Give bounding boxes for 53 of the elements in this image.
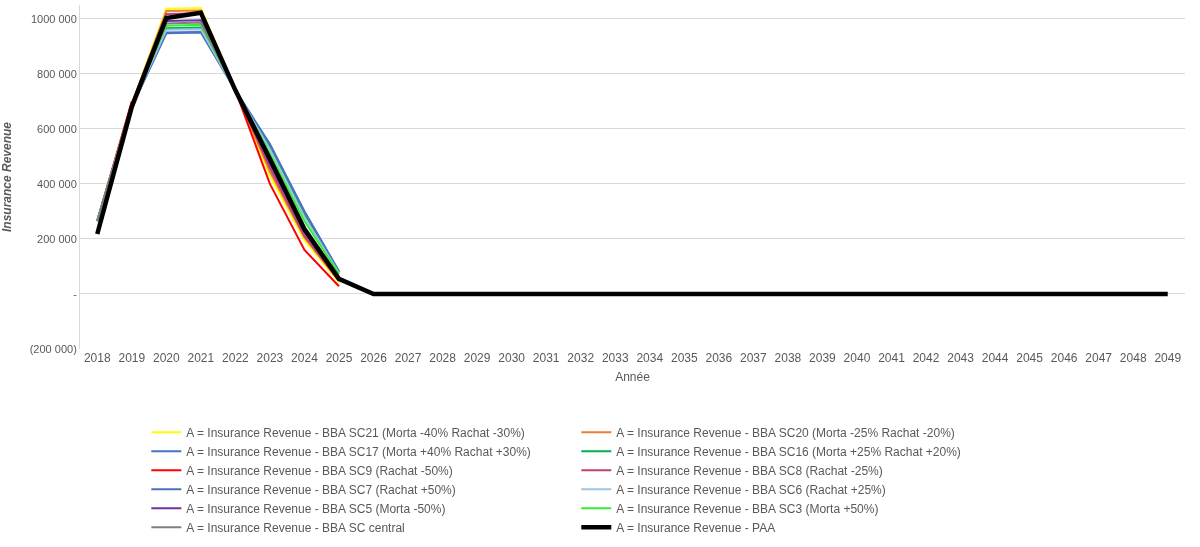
y-tick-label: 800 000 <box>37 67 77 80</box>
x-tick-label: 2027 <box>394 351 422 365</box>
x-tick-label: 2035 <box>670 351 698 365</box>
x-tick-label: 2028 <box>429 351 457 365</box>
x-tick-label: 2031 <box>532 351 560 365</box>
legend-label: A = Insurance Revenue - BBA SC16 (Morta +25% Rachat +20%) <box>616 444 961 459</box>
x-tick-label: 2021 <box>187 351 215 365</box>
x-tick-label: 2036 <box>705 351 733 365</box>
x-tick-label: 2042 <box>912 351 940 365</box>
x-tick-label: 2043 <box>947 351 975 365</box>
legend-label: A = Insurance Revenue - BBA SC7 (Rachat +50%) <box>186 482 456 497</box>
x-tick-label: 2037 <box>740 351 768 365</box>
x-tick-label: 2045 <box>1016 351 1044 365</box>
x-tick-label: 2019 <box>118 351 146 365</box>
x-tick-label: 2038 <box>774 351 802 365</box>
legend-label: A = Insurance Revenue - BBA SC5 (Morta -50%) <box>186 501 446 516</box>
x-tick-label: 2018 <box>83 351 111 365</box>
y-axis-title: Insurance Revenue <box>0 121 15 233</box>
x-tick-label: 2046 <box>1050 351 1078 365</box>
legend-label: A = Insurance Revenue - BBA SC21 (Morta -40% Rachat -30%) <box>186 425 525 440</box>
x-tick-label: 2023 <box>256 351 284 365</box>
legend-label: A = Insurance Revenue - BBA SC20 (Morta -25% Rachat -20%) <box>616 425 955 440</box>
x-tick-label: 2033 <box>601 351 629 365</box>
x-tick-label: 2049 <box>1154 351 1182 365</box>
x-tick-label: 2034 <box>636 351 664 365</box>
y-tick-label: - <box>73 287 78 300</box>
x-tick-label: 2025 <box>325 351 353 365</box>
legend-label: A = Insurance Revenue - BBA SC8 (Rachat -25%) <box>616 463 883 478</box>
x-tick-label: 2030 <box>498 351 526 365</box>
y-tick-label: 1000 000 <box>30 12 77 25</box>
x-tick-label: 2040 <box>843 351 871 365</box>
x-tick-label: 2026 <box>360 351 388 365</box>
x-tick-label: 2022 <box>222 351 250 365</box>
y-tick-label: (200 000) <box>29 342 77 355</box>
legend-label: A = Insurance Revenue - BBA SC3 (Morta +50%) <box>616 501 879 516</box>
legend-label: A = Insurance Revenue - PAA <box>616 520 776 535</box>
y-tick-label: 200 000 <box>37 232 77 245</box>
legend-label: A = Insurance Revenue - BBA SC6 (Rachat +25%) <box>616 482 886 497</box>
legend-label: A = Insurance Revenue - BBA SC central <box>186 520 405 535</box>
x-tick-label: 2024 <box>291 351 319 365</box>
x-tick-label: 2032 <box>567 351 595 365</box>
legend-label: A = Insurance Revenue - BBA SC9 (Rachat -50%) <box>186 463 453 478</box>
x-tick-label: 2047 <box>1085 351 1113 365</box>
y-tick-label: 600 000 <box>37 122 77 135</box>
x-tick-label: 2039 <box>809 351 837 365</box>
x-tick-label: 2029 <box>463 351 491 365</box>
legend-label: A = Insurance Revenue - BBA SC17 (Morta +40% Rachat +30%) <box>186 444 531 459</box>
x-tick-label: 2048 <box>1119 351 1147 365</box>
x-tick-label: 2044 <box>981 351 1009 365</box>
x-tick-label: 2020 <box>152 351 180 365</box>
y-tick-label: 400 000 <box>37 177 77 190</box>
x-axis-title: Année <box>615 369 651 384</box>
x-tick-label: 2041 <box>878 351 906 365</box>
